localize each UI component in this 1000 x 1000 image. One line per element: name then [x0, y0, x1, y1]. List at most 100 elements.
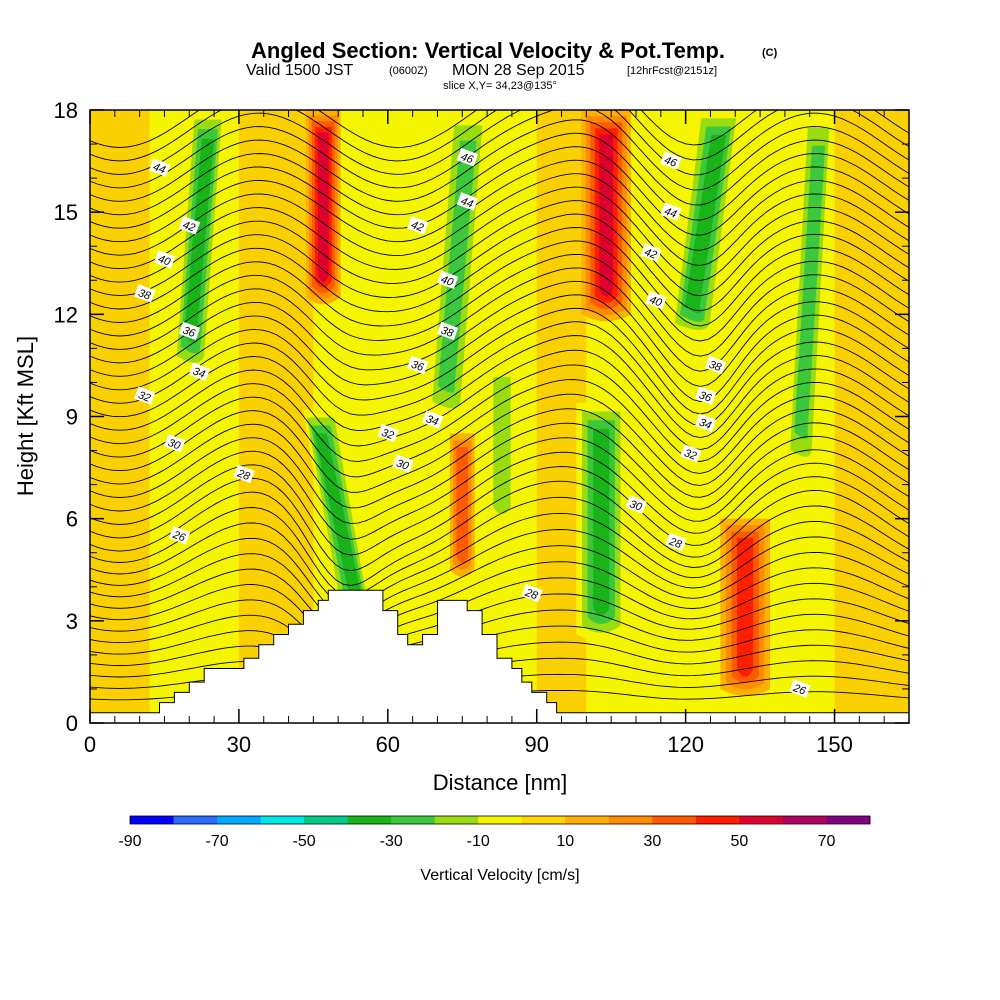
- title-date: MON 28 Sep 2015: [452, 62, 585, 79]
- colorbar-segment: [434, 816, 479, 824]
- contour-label-bg: [694, 386, 717, 405]
- colorbar-segment: [652, 816, 697, 824]
- contour-label-34: 34: [188, 362, 211, 381]
- pot-temp-contour-line: [90, 379, 909, 478]
- colorbar-title: Vertical Velocity [cm/s]: [420, 867, 579, 884]
- contour-label-36: 36: [178, 321, 201, 341]
- pot-temp-contour-line: [90, 593, 909, 658]
- contour-label-bg: [456, 192, 479, 211]
- pot-temp-contours: [90, 110, 909, 721]
- contour-label-text: 46: [663, 154, 679, 170]
- x-tick-label: 90: [524, 732, 548, 757]
- contour-label-32: 32: [377, 423, 399, 443]
- contour-label-text: 36: [409, 359, 425, 375]
- pot-temp-contour-line: [90, 625, 909, 679]
- colorbar-frame: [129, 815, 871, 825]
- contour-label-text: 44: [459, 195, 475, 210]
- colorbar-tick-label: -90: [118, 833, 141, 850]
- contour-label-44: 44: [660, 202, 682, 221]
- contour-label-text: 38: [439, 325, 455, 341]
- contour-label-bg: [407, 355, 429, 375]
- contour-label-bg: [521, 583, 543, 603]
- pot-temp-contour-line: [90, 393, 909, 493]
- contour-label-text: 44: [151, 161, 167, 176]
- colorbar-tick-label: 30: [643, 833, 661, 850]
- title-main: Angled Section: Vertical Velocity & Pot.…: [251, 38, 725, 63]
- contour-label-bg: [168, 526, 191, 545]
- colorbar-segment: [782, 816, 827, 824]
- pot-temp-contour-line: [90, 466, 909, 572]
- contour-label-38: 38: [134, 284, 156, 303]
- contour-label-bg: [134, 284, 156, 303]
- pot-temp-contour-line: [90, 512, 909, 607]
- pot-temp-contour-line: [90, 253, 909, 357]
- contour-label-bg: [660, 202, 682, 221]
- contour-label-bg: [163, 434, 186, 453]
- colorbar-segment: [347, 816, 392, 824]
- contour-label-bg: [134, 386, 156, 405]
- pot-temp-contour-line: [90, 110, 909, 191]
- contour-label-text: 40: [156, 253, 172, 269]
- contour-label-text: 38: [707, 359, 723, 375]
- contour-label-text: 34: [697, 417, 713, 432]
- pot-temp-contour-line: [90, 280, 909, 387]
- chart-title: Angled Section: Vertical Velocity & Pot.…: [246, 38, 778, 92]
- field-feature-5: [487, 365, 517, 526]
- contour-label-30: 30: [392, 454, 414, 473]
- pot-temp-contour-line: [90, 480, 909, 586]
- field-feature-9: [720, 518, 771, 696]
- pot-temp-contour-line: [90, 545, 909, 628]
- contour-label-42: 42: [407, 216, 429, 235]
- contour-label-text: 40: [648, 294, 664, 310]
- contour-label-text: 32: [380, 427, 396, 442]
- contour-label-38: 38: [436, 321, 459, 341]
- pot-temp-contour-line: [90, 294, 909, 402]
- pot-temp-contour-line: [90, 200, 909, 297]
- title-fcst: [12hrFcst@2151z]: [627, 65, 717, 77]
- colorbar-segment: [260, 816, 305, 824]
- contour-label-40: 40: [436, 270, 459, 289]
- contour-label-34: 34: [694, 413, 717, 433]
- colorbar-segment: [608, 816, 653, 824]
- contour-label-bg: [178, 216, 201, 235]
- terrain: [89, 589, 910, 724]
- title-slice: slice X,Y= 34,23@135°: [443, 80, 557, 92]
- pot-temp-contour-line: [90, 609, 909, 669]
- pot-temp-contour-line: [90, 146, 909, 236]
- pot-temp-contour-line: [90, 321, 909, 427]
- contour-label-text: 42: [643, 246, 659, 261]
- contour-label-text: 42: [409, 219, 425, 234]
- colorbar: -90 -70 -50 -30 -10 10 30 50 70: [118, 815, 871, 850]
- contour-label-text: 46: [459, 151, 475, 167]
- y-tick-label: 18: [54, 98, 78, 123]
- y-tick-label: 0: [66, 711, 78, 736]
- x-tick-label: 0: [84, 732, 96, 757]
- contour-label-bg: [233, 464, 255, 484]
- pot-temp-contour-line: [90, 529, 909, 617]
- contour-label-bg: [392, 454, 414, 473]
- contour-label-text: 32: [682, 447, 698, 462]
- contour-label-bg: [421, 410, 444, 429]
- pot-temp-contour-line: [90, 349, 909, 451]
- pot-temp-contour-line: [90, 267, 909, 372]
- colorbar-segment: [173, 816, 218, 824]
- pot-temp-contour-line: [90, 451, 909, 556]
- y-axis-title: Height [Kft MSL]: [13, 336, 38, 496]
- contour-label-bg: [625, 495, 647, 514]
- y-tick-label: 9: [66, 405, 78, 430]
- terrain-shape: [89, 589, 910, 724]
- colorbar-tick-label: -50: [293, 833, 316, 850]
- colorbar-segment: [478, 816, 523, 824]
- contour-label-36: 36: [694, 386, 717, 405]
- colorbar-tick-label: -10: [467, 833, 490, 850]
- contour-label-text: 32: [136, 389, 152, 404]
- contour-label-40: 40: [645, 291, 667, 310]
- contour-label-28: 28: [233, 464, 255, 484]
- contour-label-text: 28: [667, 535, 684, 551]
- contour-label-bg: [694, 413, 717, 433]
- contour-label-text: 36: [181, 325, 197, 341]
- pot-temp-contour-line: [90, 240, 909, 342]
- colorbar-segment: [695, 816, 740, 824]
- title-valid: Valid 1500 JST: [246, 62, 354, 79]
- contour-label-32: 32: [134, 386, 156, 405]
